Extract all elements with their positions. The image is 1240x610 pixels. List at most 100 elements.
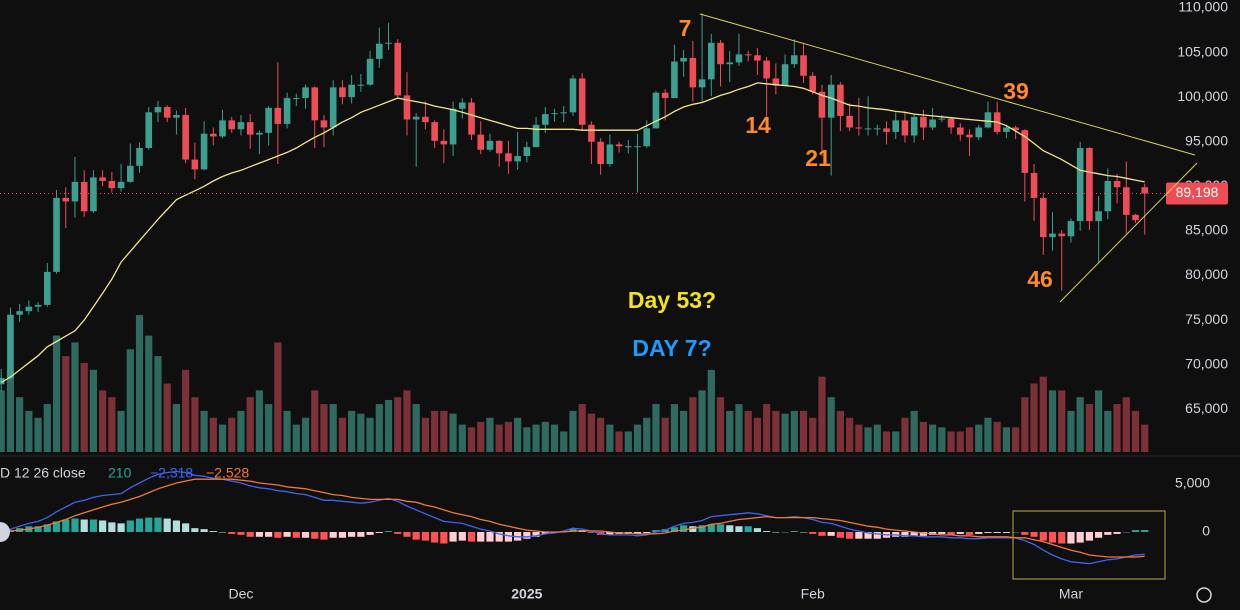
- volume-bar: [790, 410, 798, 452]
- candle-body: [514, 156, 521, 162]
- volume-bar: [1021, 397, 1029, 452]
- volume-bar: [606, 424, 614, 452]
- candle-body: [422, 116, 429, 123]
- histogram-bar: [504, 532, 513, 542]
- candle-body: [163, 106, 171, 118]
- histogram-bar: [873, 532, 881, 539]
- candle-body: [624, 146, 632, 148]
- settings-button[interactable]: [1196, 587, 1212, 603]
- candle-body: [486, 140, 494, 150]
- annotation: 39: [1003, 78, 1029, 104]
- last-price-label: 89,198: [1176, 184, 1219, 200]
- candle-body: [477, 134, 485, 150]
- volume-bar: [283, 410, 291, 452]
- volume-bar: [218, 424, 227, 452]
- legend-value: −2,318: [150, 465, 193, 481]
- candle-body: [329, 87, 337, 128]
- candle-body: [7, 314, 14, 379]
- histogram-bar: [495, 532, 503, 542]
- candle-body: [117, 181, 125, 189]
- volume-bar: [71, 342, 79, 452]
- y-tick-label: 95,000: [1185, 132, 1228, 148]
- volume-bar: [1113, 404, 1121, 452]
- volume-bar: [329, 404, 337, 452]
- histogram-bar: [818, 532, 826, 536]
- volume-bar: [1048, 390, 1057, 452]
- candle-body: [311, 87, 319, 121]
- volume-bar: [504, 421, 513, 452]
- candle-body: [938, 118, 946, 120]
- histogram-bar: [1076, 532, 1084, 543]
- volume-bar: [882, 431, 891, 452]
- candle-body: [154, 106, 162, 113]
- y-tick-label: 110,000: [1178, 0, 1228, 15]
- volume-bar: [1030, 383, 1038, 452]
- candle-body: [34, 304, 42, 307]
- volume-bar: [412, 404, 420, 452]
- y-tick-label: 65,000: [1185, 400, 1228, 416]
- volume-bar: [587, 413, 596, 452]
- candle-body: [339, 87, 346, 98]
- volume-bar: [255, 390, 264, 452]
- histogram-bar: [938, 532, 946, 534]
- volume-bar: [836, 410, 845, 452]
- candle-body: [772, 78, 780, 86]
- candle-body: [541, 114, 549, 125]
- volume-bar: [265, 404, 273, 452]
- histogram-bar: [200, 529, 208, 532]
- candle-body: [348, 84, 355, 98]
- candle-body: [90, 177, 97, 212]
- volume-bar: [1131, 410, 1140, 452]
- volume-bar: [864, 427, 872, 452]
- histogram-bar: [956, 532, 964, 534]
- histogram-bar: [320, 532, 328, 540]
- histogram-bar: [237, 532, 245, 535]
- candle-body: [698, 79, 706, 88]
- histogram-bar: [89, 519, 98, 532]
- histogram-bar: [1085, 532, 1093, 541]
- candle-body: [754, 55, 761, 61]
- trend-line: [1059, 162, 1198, 303]
- histogram-bar: [1122, 532, 1130, 533]
- histogram-bar: [1067, 532, 1075, 544]
- legend-value: 210: [108, 465, 132, 481]
- y-tick-label: 85,000: [1185, 222, 1228, 238]
- volume-bar: [467, 427, 476, 452]
- signal-line: [1, 478, 1145, 558]
- candle-body: [265, 107, 272, 133]
- x-tick-label: Dec: [229, 586, 254, 602]
- candle-body: [274, 107, 282, 124]
- candle-body: [459, 102, 466, 109]
- histogram-bar: [993, 532, 1001, 533]
- volume-bar: [237, 410, 245, 452]
- histogram-bar: [403, 532, 411, 537]
- volume-bar: [532, 424, 540, 452]
- volume-bar: [1076, 397, 1084, 452]
- histogram-bar: [163, 518, 171, 532]
- candle-body: [790, 55, 798, 65]
- candle-body: [302, 87, 309, 99]
- candle-body: [1049, 233, 1056, 238]
- collapse-button[interactable]: [0, 522, 10, 542]
- candle-body: [883, 128, 890, 132]
- volume-bar: [680, 410, 688, 452]
- highlight-box: [1012, 510, 1166, 580]
- histogram-bar: [209, 531, 217, 532]
- histogram-bar: [1113, 532, 1121, 534]
- candle-body: [412, 116, 420, 120]
- histogram-bar: [246, 532, 254, 537]
- histogram-bar: [458, 532, 466, 541]
- histogram-bar: [763, 531, 771, 532]
- candle-body: [892, 120, 900, 132]
- candle-body: [99, 177, 106, 181]
- candle-body: [523, 147, 531, 157]
- histogram-bar: [1012, 532, 1020, 533]
- volume-bar: [597, 417, 605, 452]
- candle-body: [597, 141, 604, 165]
- candle-body: [44, 271, 51, 305]
- candle-body: [1030, 172, 1038, 198]
- volume-bar: [1039, 376, 1047, 452]
- histogram-bar: [34, 526, 42, 532]
- volume-bar: [357, 413, 365, 452]
- candle-body: [1104, 180, 1112, 212]
